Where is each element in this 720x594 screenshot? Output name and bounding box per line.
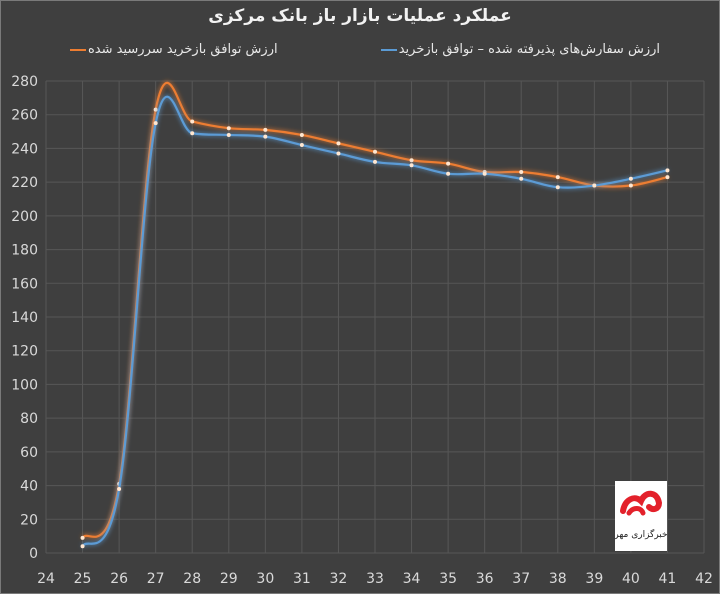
data-point (299, 132, 304, 137)
y-tick-label: 80 (20, 411, 38, 427)
data-point (409, 163, 414, 168)
y-tick-label: 280 (11, 74, 38, 90)
data-point (373, 159, 377, 164)
y-tick-label: 120 (11, 344, 38, 360)
x-tick-label: 26 (110, 571, 128, 587)
data-point (80, 535, 85, 540)
y-tick-label: 240 (11, 141, 38, 157)
mehr-news-logo: خبرگزاری مهر (615, 481, 667, 551)
legend-item-blue: ارزش سفارش‌های پذیرفته شده – توافق بازخر… (380, 42, 660, 57)
y-tick-label: 0 (29, 546, 38, 562)
x-tick-label: 24 (37, 571, 55, 587)
data-point (80, 544, 85, 549)
data-point (263, 127, 268, 132)
legend-label: ارزش سفارش‌های پذیرفته شده – توافق بازخر… (398, 42, 660, 57)
y-tick-label: 20 (20, 512, 38, 528)
data-point (555, 185, 560, 190)
data-point (519, 170, 524, 175)
x-tick-label: 27 (147, 571, 165, 587)
data-point (592, 183, 597, 188)
data-point (117, 486, 122, 491)
x-tick-label: 40 (622, 571, 640, 587)
x-tick-label: 41 (659, 571, 677, 587)
data-point (446, 161, 451, 166)
mehr-logo-icon: خبرگزاری مهر (615, 490, 667, 540)
data-point (336, 141, 341, 146)
x-tick-label: 30 (256, 571, 274, 587)
data-point (482, 171, 487, 176)
y-tick-label: 60 (20, 445, 38, 461)
x-tick-label: 28 (183, 571, 201, 587)
x-tick-label: 35 (439, 571, 457, 587)
data-point (373, 149, 377, 154)
x-tick-label: 29 (220, 571, 238, 587)
data-point (263, 134, 268, 139)
chart-legend: ارزش توافق بازخرید سررسید شده ارزش سفارش… (70, 42, 660, 57)
data-point (409, 158, 414, 163)
x-tick-label: 36 (476, 571, 494, 587)
data-point (299, 143, 304, 148)
x-tick-label: 38 (549, 571, 567, 587)
legend-swatch-orange (70, 48, 86, 51)
y-tick-label: 220 (11, 175, 38, 191)
y-tick-label: 200 (11, 209, 38, 225)
y-tick-label: 260 (11, 108, 38, 124)
data-point (519, 176, 524, 181)
data-point (555, 175, 560, 180)
legend-swatch-blue (380, 48, 397, 51)
y-tick-label: 180 (11, 243, 38, 259)
data-point (190, 131, 195, 136)
y-tick-label: 160 (11, 276, 38, 292)
data-point (190, 119, 195, 124)
y-tick-label: 140 (11, 310, 38, 326)
legend-item-orange: ارزش توافق بازخرید سررسید شده (70, 42, 278, 57)
x-tick-label: 39 (585, 571, 603, 587)
x-tick-label: 34 (403, 571, 421, 587)
chart-title: عملکرد عملیات بازار باز بانک مرکزی (208, 6, 512, 26)
data-point (153, 121, 158, 126)
y-tick-label: 100 (11, 377, 38, 393)
x-tick-label: 33 (366, 571, 384, 587)
x-tick-label: 37 (512, 571, 530, 587)
data-point (226, 126, 231, 131)
y-tick-label: 40 (20, 479, 38, 495)
data-point (153, 107, 158, 112)
data-point (336, 151, 341, 156)
data-point (665, 168, 670, 173)
x-tick-label: 25 (74, 571, 92, 587)
data-point (226, 132, 231, 137)
x-tick-label: 32 (330, 571, 348, 587)
data-point (628, 176, 633, 181)
data-point (665, 175, 670, 180)
data-point (446, 171, 451, 176)
legend-label: ارزش توافق بازخرید سررسید شده (88, 42, 278, 57)
x-tick-label: 31 (293, 571, 311, 587)
x-tick-label: 42 (695, 571, 713, 587)
svg-text:خبرگزاری مهر: خبرگزاری مهر (615, 528, 667, 540)
data-point (628, 183, 633, 188)
